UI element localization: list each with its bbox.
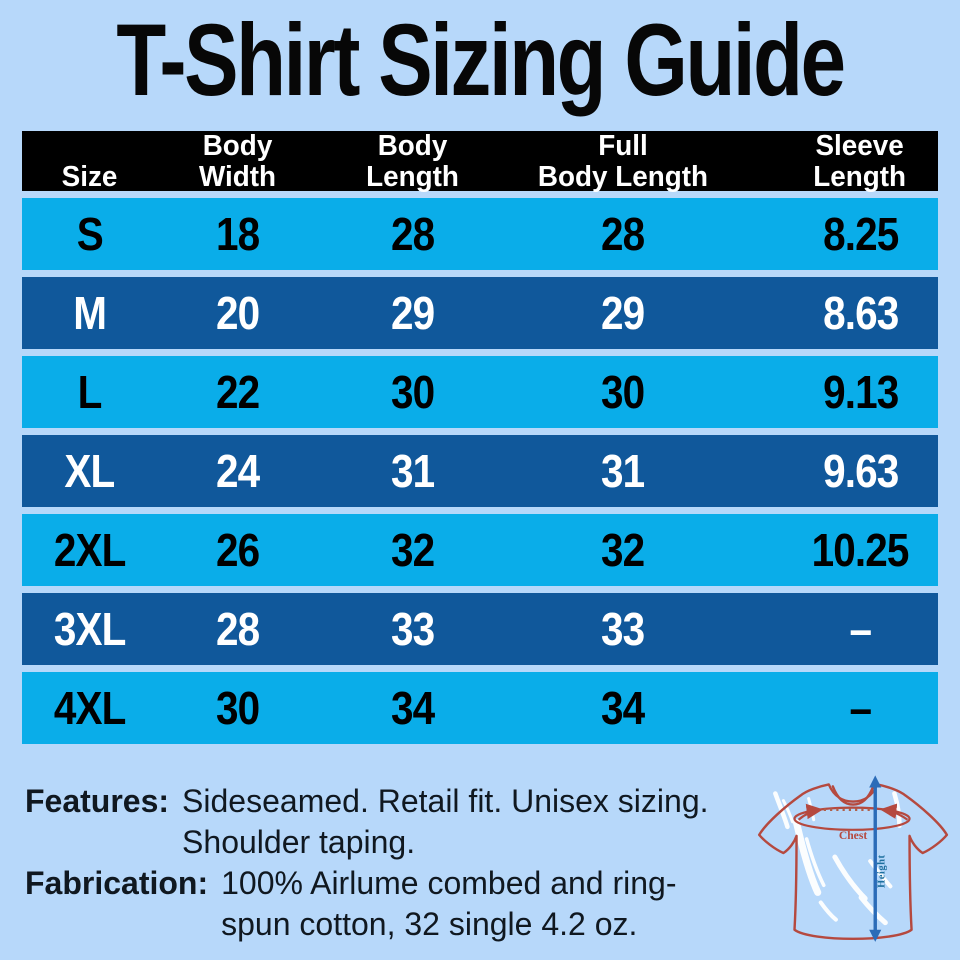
height-label: Height [876, 854, 887, 888]
header-sleeve-length: Sleeve Length [813, 130, 907, 193]
shirt-outline [757, 783, 949, 941]
size-cell: 3XL [53, 603, 126, 655]
sleeve-length-cell: 9.63 [822, 445, 899, 497]
full-body-length-cell: 30 [601, 366, 645, 418]
sleeve-length-cell: 8.25 [822, 208, 899, 260]
full-body-length-cell: 32 [601, 524, 645, 576]
size-cell: XL [64, 445, 116, 497]
body-width-cell: 20 [215, 287, 260, 339]
chest-ellipse [793, 806, 911, 831]
size-cell: 2XL [53, 524, 126, 576]
height-arrow [869, 775, 882, 942]
body-width-cell: 18 [215, 208, 260, 260]
table-row-xl: XL 24 31 31 9.63 [22, 435, 938, 507]
table-body: S 18 28 28 8.25 M 20 29 29 8.63 L 22 30 … [22, 198, 938, 744]
size-cell: L [77, 366, 103, 418]
body-length-cell: 32 [390, 524, 435, 576]
full-body-length-cell: 34 [601, 682, 645, 734]
size-cell: S [76, 208, 103, 260]
header-size: Size [61, 161, 118, 193]
body-length-cell: 29 [390, 287, 435, 339]
features-row: Features: Sideseamed. Retail fit. Unisex… [25, 781, 709, 863]
table-row-m: M 20 29 29 8.63 [22, 277, 938, 349]
body-length-cell: 30 [390, 366, 435, 418]
header-body-width: Body Width [198, 130, 277, 193]
product-specs: Features: Sideseamed. Retail fit. Unisex… [25, 781, 709, 945]
chest-arrow-right [879, 803, 909, 821]
sizing-table: Size Body Width Body Length Full Body Le… [22, 131, 938, 744]
body-width-cell: 30 [215, 682, 260, 734]
page-title: T-Shirt Sizing Guide [116, 3, 846, 117]
header-full-body-length: Full Body Length [537, 130, 709, 193]
body-width-cell: 26 [215, 524, 260, 576]
body-length-cell: 34 [390, 682, 435, 734]
sleeve-length-cell: – [849, 603, 873, 655]
body-length-cell: 28 [390, 208, 435, 260]
sleeve-length-cell: 10.25 [812, 524, 910, 576]
fabrication-label: Fabrication: [25, 865, 209, 901]
size-cell: M [73, 287, 107, 339]
chest-arrow-left [797, 803, 824, 821]
fabrication-text: 100% Airlume combed and ring- spun cotto… [221, 865, 677, 942]
full-body-length-cell: 33 [601, 603, 645, 655]
table-row-s: S 18 28 28 8.25 [22, 198, 938, 270]
header-body-length: Body Length [366, 130, 459, 193]
collar-inner-line [831, 785, 875, 806]
sleeve-length-cell: – [849, 682, 873, 734]
shirt-highlights [773, 791, 902, 926]
full-body-length-cell: 29 [601, 287, 645, 339]
size-cell: 4XL [53, 682, 126, 734]
table-row-2xl: 2XL 26 32 32 10.25 [22, 514, 938, 586]
chest-label: Chest [839, 829, 867, 842]
sleeve-length-cell: 8.63 [822, 287, 899, 339]
table-row-l: L 22 30 30 9.13 [22, 356, 938, 428]
body-length-cell: 31 [390, 445, 435, 497]
sleeve-length-cell: 9.13 [822, 366, 899, 418]
table-row-3xl: 3XL 28 33 33 – [22, 593, 938, 665]
tshirt-measurement-diagram: Chest Height [757, 775, 949, 942]
full-body-length-cell: 31 [601, 445, 645, 497]
full-body-length-cell: 28 [601, 208, 645, 260]
body-length-cell: 33 [390, 603, 435, 655]
features-text: Sideseamed. Retail fit. Unisex sizing. S… [182, 783, 709, 860]
body-width-cell: 24 [215, 445, 260, 497]
table-row-4xl: 4XL 30 34 34 – [22, 672, 938, 744]
fabrication-row: Fabrication: 100% Airlume combed and rin… [25, 863, 709, 945]
body-width-cell: 22 [215, 366, 260, 418]
features-label: Features: [25, 783, 170, 819]
body-width-cell: 28 [215, 603, 260, 655]
table-header-row: Size Body Width Body Length Full Body Le… [22, 131, 938, 193]
